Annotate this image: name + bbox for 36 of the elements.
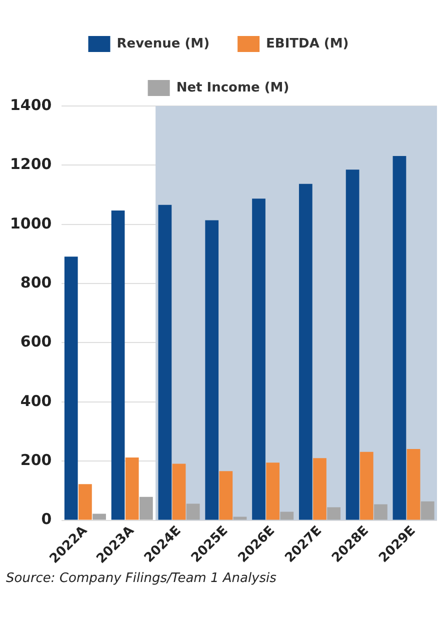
bar xyxy=(125,458,139,520)
y-tick-label: 0 xyxy=(41,510,52,528)
bar xyxy=(158,204,172,520)
y-tick-label: 200 xyxy=(20,450,52,469)
bar xyxy=(172,464,186,520)
bar xyxy=(233,516,247,520)
source-note: Source: Company Filings/Team 1 Analysis xyxy=(6,570,278,587)
legend-label: Revenue (M) xyxy=(116,36,210,52)
bar xyxy=(406,448,420,520)
bar xyxy=(205,220,219,520)
y-tick-label: 1000 xyxy=(10,214,52,232)
bar xyxy=(252,198,266,520)
bar xyxy=(64,256,78,520)
legend-label: EBITDA (M) xyxy=(266,36,349,52)
bar xyxy=(420,501,434,520)
bar xyxy=(111,210,125,520)
y-tick-label: 1400 xyxy=(10,96,52,114)
bar xyxy=(139,496,153,520)
y-tick-label: 1200 xyxy=(10,155,52,174)
bar xyxy=(374,504,388,520)
bar xyxy=(313,458,326,520)
bar xyxy=(92,514,106,520)
bar xyxy=(327,507,340,520)
bar xyxy=(346,170,360,520)
bar xyxy=(298,184,312,520)
bar xyxy=(186,504,200,520)
bar xyxy=(266,462,280,520)
bar xyxy=(360,452,374,520)
bar xyxy=(78,484,92,520)
y-tick-label: 400 xyxy=(20,392,52,410)
bar xyxy=(280,512,294,520)
y-tick-label: 800 xyxy=(20,273,52,292)
y-tick-label: 600 xyxy=(20,332,52,351)
legend-label: Net Income (M) xyxy=(176,80,290,96)
bar xyxy=(392,156,406,520)
bar xyxy=(219,471,233,520)
